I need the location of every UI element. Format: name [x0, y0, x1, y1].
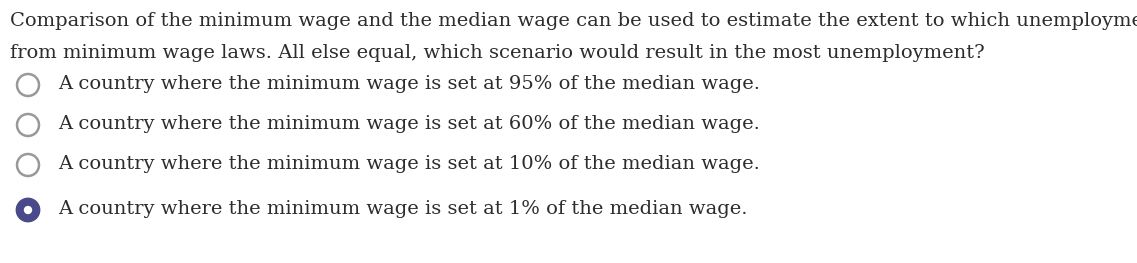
Text: A country where the minimum wage is set at 10% of the median wage.: A country where the minimum wage is set … — [58, 155, 760, 173]
Text: A country where the minimum wage is set at 60% of the median wage.: A country where the minimum wage is set … — [58, 115, 760, 133]
Text: A country where the minimum wage is set at 95% of the median wage.: A country where the minimum wage is set … — [58, 75, 760, 93]
Circle shape — [17, 154, 39, 176]
Text: Comparison of the minimum wage and the median wage can be used to estimate the e: Comparison of the minimum wage and the m… — [10, 12, 1137, 30]
Text: from minimum wage laws. All else equal, which scenario would result in the most : from minimum wage laws. All else equal, … — [10, 44, 985, 62]
Text: A country where the minimum wage is set at 1% of the median wage.: A country where the minimum wage is set … — [58, 200, 747, 218]
Circle shape — [24, 206, 32, 214]
Circle shape — [17, 114, 39, 136]
Circle shape — [17, 74, 39, 96]
Circle shape — [17, 199, 39, 221]
